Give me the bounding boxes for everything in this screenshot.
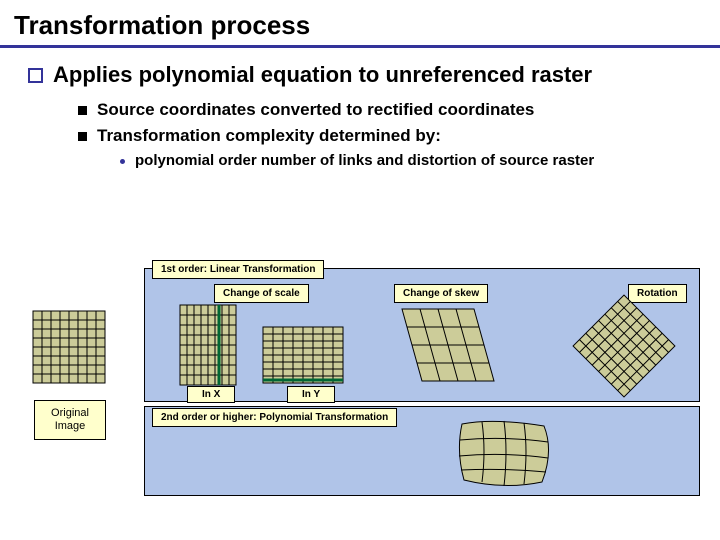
skew-grid xyxy=(382,304,512,394)
sub2-bullet: polynomial order number of links and dis… xyxy=(0,152,720,169)
sub2-bullet-text: polynomial order number of links and dis… xyxy=(135,152,594,169)
original-grid xyxy=(32,310,110,388)
change-skew-label: Change of skew xyxy=(394,284,488,303)
rotation-grid xyxy=(564,294,684,404)
original-image-label: OriginalImage xyxy=(34,400,106,440)
change-scale-label: Change of scale xyxy=(214,284,309,303)
bullet-dot-icon xyxy=(120,159,125,164)
sub-bullet-1: Source coordinates converted to rectifie… xyxy=(0,100,720,120)
sub-bullet-2: Transformation complexity determined by: xyxy=(0,126,720,146)
main-bullet: Applies polynomial equation to unreferen… xyxy=(0,62,720,88)
sub-bullet-1-text: Source coordinates converted to rectifie… xyxy=(97,100,534,120)
page-title: Transformation process xyxy=(0,0,720,48)
sub-bullet-2-text: Transformation complexity determined by: xyxy=(97,126,441,146)
bullet-filled-square-icon xyxy=(78,132,87,141)
order1-label: 1st order: Linear Transformation xyxy=(152,260,324,279)
bullet-square-icon xyxy=(28,68,43,83)
diagram-area: 1st order: Linear Transformation Change … xyxy=(24,258,700,508)
scale-x-grid xyxy=(179,304,245,389)
order2-label: 2nd order or higher: Polynomial Transfor… xyxy=(152,408,397,427)
polynomial-grid xyxy=(454,416,564,494)
bullet-filled-square-icon xyxy=(78,106,87,115)
scale-y-grid xyxy=(262,326,352,390)
main-bullet-text: Applies polynomial equation to unreferen… xyxy=(53,62,592,88)
